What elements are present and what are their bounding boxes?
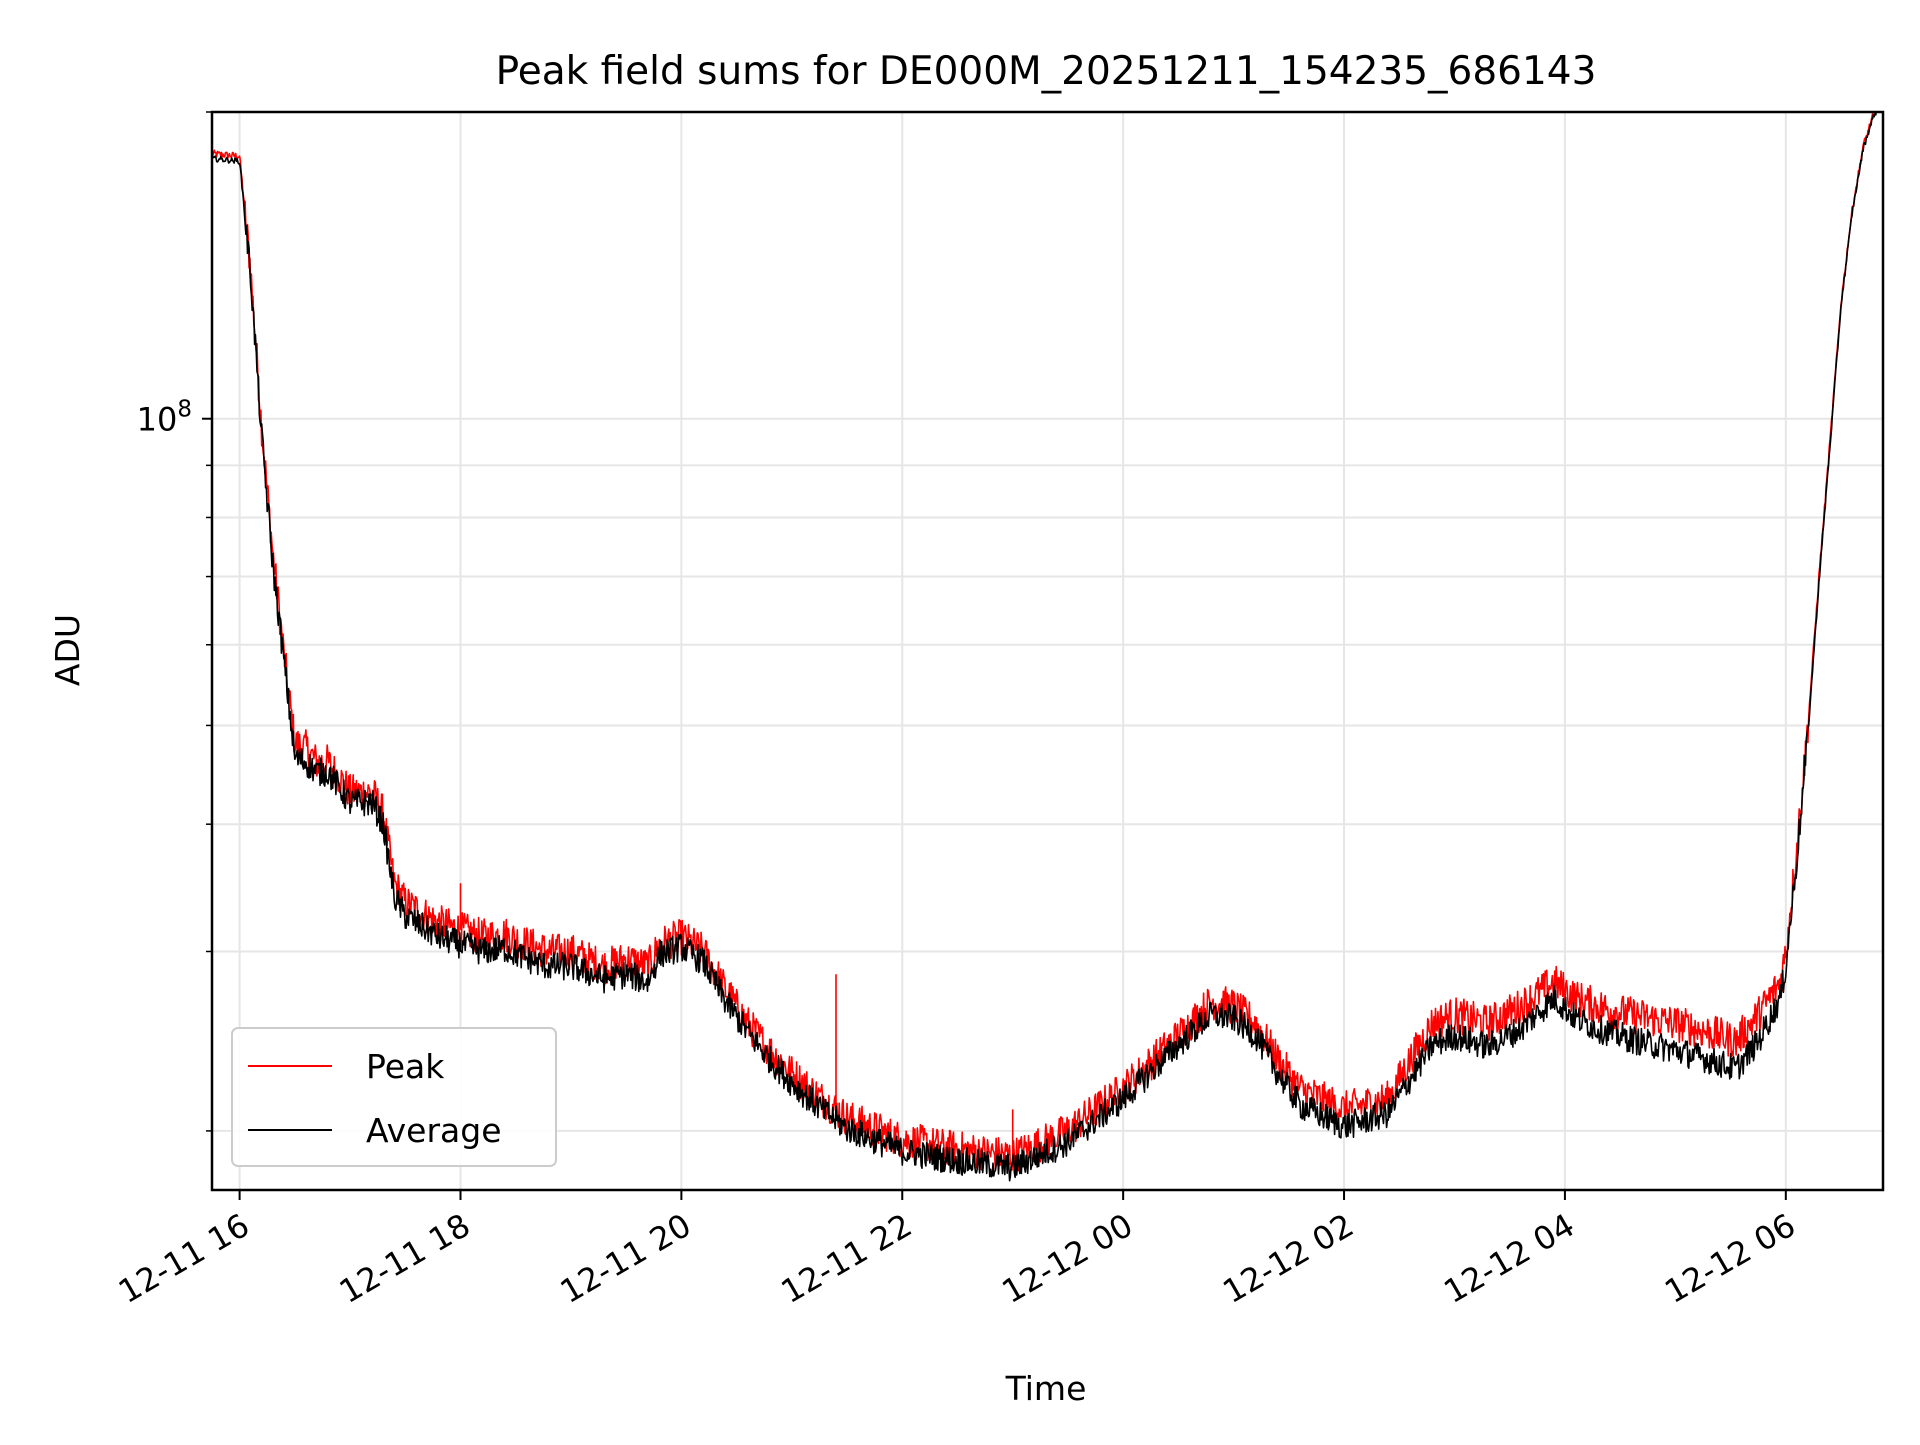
legend-average-label: Average (366, 1111, 502, 1150)
series-layer (212, 112, 1879, 1182)
y-tick-label: 108 (137, 397, 192, 439)
legend-peak-label: Peak (366, 1047, 445, 1086)
legend: Peak Average (231, 1027, 557, 1167)
legend-box (231, 1027, 557, 1167)
plot-frame (210, 110, 1885, 1192)
series-line-average (212, 112, 1879, 1182)
y-axis-label: ADU (48, 614, 87, 686)
x-axis-label: Time (1005, 1369, 1087, 1408)
chart-title: Peak field sums for DE000M_20251211_1542… (496, 49, 1597, 94)
y-axis: 108 (137, 111, 212, 1132)
